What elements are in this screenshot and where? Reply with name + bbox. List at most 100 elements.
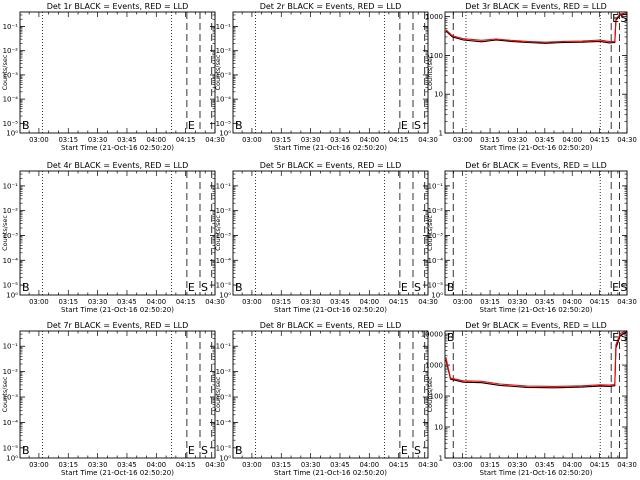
y-axis-title: Counts/sec xyxy=(1,376,9,412)
x-tick-label: 04:30 xyxy=(418,298,438,306)
y-tick-label: 10⁻³ xyxy=(3,394,19,402)
x-tick-label: 03:45 xyxy=(330,461,350,469)
x-axis-title: Start Time (21-Oct-16 02:50:20) xyxy=(274,469,387,477)
x-tick-label: 03:00 xyxy=(29,136,49,144)
y-tick-label: 100 xyxy=(430,52,443,60)
x-tick-label: 03:15 xyxy=(271,461,291,469)
y-tick-label: 10000 xyxy=(421,331,443,339)
x-tick-label: 04:00 xyxy=(147,136,167,144)
x-tick-label: 03:00 xyxy=(242,298,262,306)
plot-frame xyxy=(444,330,628,459)
y-tick-label: 10⁻¹ xyxy=(216,343,232,351)
x-tick-label: 03:15 xyxy=(58,298,78,306)
y-tick-label: 10⁻³ xyxy=(216,394,232,402)
detector-panel-2: Det 2r BLACK = Events, RED = LLD 10⁰ 10⁻¹ 1… xyxy=(214,2,438,152)
detector-panel-4: Det 4r BLACK = Events, RED = LLD 10⁰ 10⁻¹ 1… xyxy=(1,161,225,314)
y-tick-label: 10⁻³ xyxy=(216,232,232,240)
x-tick-label: 04:15 xyxy=(590,136,610,144)
y-axis-title: Counts/sec xyxy=(426,215,434,251)
marker-S: S xyxy=(414,281,421,294)
x-tick-label: 04:30 xyxy=(205,461,225,469)
detector-panel-7: Det 7r BLACK = Events, RED = LLD 10⁰ 10⁻¹ 1… xyxy=(1,321,225,477)
y-axis-title: Counts/sec xyxy=(214,376,222,412)
x-tick-label: 04:15 xyxy=(176,298,196,306)
y-tick-label: 10⁰ xyxy=(431,292,443,300)
x-tick-label: 04:00 xyxy=(147,298,167,306)
x-tick-label: 04:30 xyxy=(418,461,438,469)
y-axis-title: Counts/sec xyxy=(214,54,222,90)
y-tick-label: 10⁻¹ xyxy=(216,182,232,190)
lld-series-line xyxy=(445,330,628,387)
panel-title: Det 5r BLACK = Events, RED = LLD xyxy=(260,161,402,170)
y-tick-label: 10⁻⁵ xyxy=(3,282,19,290)
y-tick-label: 10⁻⁴ xyxy=(3,96,19,104)
detector-panel-1: Det 1r BLACK = Events, RED = LLD 10⁰ 10⁻¹ 1… xyxy=(1,2,225,152)
marker-B: B xyxy=(235,281,243,294)
marker-E: E xyxy=(401,281,408,294)
y-tick-label: 10⁻⁵ xyxy=(3,444,19,452)
marker-E: E xyxy=(612,331,619,344)
x-tick-label: 03:30 xyxy=(88,461,108,469)
marker-E: E xyxy=(612,12,619,25)
x-tick-label: 04:00 xyxy=(562,298,582,306)
x-tick-label: 04:30 xyxy=(617,298,637,306)
x-tick-label: 03:00 xyxy=(29,298,49,306)
plot-frame xyxy=(232,170,429,296)
x-tick-label: 03:15 xyxy=(480,298,500,306)
x-axis-title: Start Time (21-Oct-16 02:50:20) xyxy=(480,144,593,152)
x-axis-title: Start Time (21-Oct-16 02:50:20) xyxy=(61,306,174,314)
y-tick-label: 1000 xyxy=(425,13,443,21)
plot-frame xyxy=(444,11,628,134)
marker-S: S xyxy=(414,119,421,132)
y-tick-label: 10⁻⁵ xyxy=(216,444,232,452)
detector-panel-5: Det 5r BLACK = Events, RED = LLD 10⁰ 10⁻¹ 1… xyxy=(214,161,438,314)
marker-E: E xyxy=(188,119,195,132)
y-tick-label: 10⁻² xyxy=(3,368,19,376)
y-tick-label: 10⁰ xyxy=(6,292,18,300)
x-tick-label: 03:30 xyxy=(508,461,528,469)
marker-E: E xyxy=(401,119,408,132)
y-tick-label: 10⁻¹ xyxy=(3,182,19,190)
x-tick-label: 04:00 xyxy=(562,136,582,144)
y-tick-label: 10⁻⁵ xyxy=(216,120,232,128)
y-tick-label: 10⁻⁴ xyxy=(216,96,232,104)
x-tick-label: 03:00 xyxy=(242,461,262,469)
x-tick-label: 03:15 xyxy=(271,136,291,144)
plot-frame xyxy=(444,170,628,296)
y-tick-label: 10⁰ xyxy=(6,455,18,463)
x-tick-label: 03:15 xyxy=(271,298,291,306)
x-tick-label: 04:15 xyxy=(176,461,196,469)
detector-panel-9: Det 9r BLACK = Events, RED = LLD 1 10 100 10… xyxy=(421,321,637,477)
marker-E: E xyxy=(188,444,195,457)
x-tick-label: 04:00 xyxy=(360,461,380,469)
x-tick-label: 03:30 xyxy=(508,298,528,306)
marker-S: S xyxy=(201,281,208,294)
y-tick-label: 10⁻⁴ xyxy=(428,257,444,265)
y-tick-label: 10⁻³ xyxy=(428,232,444,240)
y-axis-title: Counts/sec xyxy=(426,376,434,412)
y-tick-label: 1 xyxy=(439,455,443,463)
marker-E: E xyxy=(401,444,408,457)
y-tick-label: 10⁻¹ xyxy=(428,182,444,190)
marker-S: S xyxy=(620,281,627,294)
x-axis-title: Start Time (21-Oct-16 02:50:20) xyxy=(480,469,593,477)
y-tick-label: 10⁻³ xyxy=(3,71,19,79)
x-axis-title: Start Time (21-Oct-16 02:50:20) xyxy=(61,469,174,477)
x-tick-label: 04:15 xyxy=(389,461,409,469)
y-axis-title: Counts/sec xyxy=(426,54,434,90)
x-tick-label: 03:15 xyxy=(58,136,78,144)
x-tick-label: 04:00 xyxy=(360,298,380,306)
plot-frame xyxy=(232,330,429,459)
x-tick-label: 03:15 xyxy=(58,461,78,469)
x-tick-label: 03:45 xyxy=(117,461,137,469)
x-tick-label: 04:15 xyxy=(176,136,196,144)
y-tick-label: 10⁻² xyxy=(3,207,19,215)
x-tick-label: 03:00 xyxy=(453,136,473,144)
marker-E: E xyxy=(188,281,195,294)
x-tick-label: 04:00 xyxy=(360,136,380,144)
x-tick-label: 03:30 xyxy=(301,461,321,469)
y-tick-label: 10⁻¹ xyxy=(3,343,19,351)
x-tick-label: 03:15 xyxy=(480,136,500,144)
x-tick-label: 03:30 xyxy=(301,136,321,144)
